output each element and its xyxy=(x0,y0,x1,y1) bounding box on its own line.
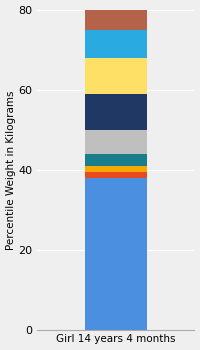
Bar xyxy=(85,166,147,172)
Bar xyxy=(85,130,147,154)
Bar xyxy=(85,154,147,166)
Y-axis label: Percentile Weight in Kilograms: Percentile Weight in Kilograms xyxy=(6,90,16,250)
Bar xyxy=(85,58,147,94)
Bar xyxy=(85,30,147,58)
Bar xyxy=(85,172,147,178)
Bar xyxy=(85,178,147,330)
Bar xyxy=(85,94,147,130)
Bar xyxy=(85,9,147,30)
